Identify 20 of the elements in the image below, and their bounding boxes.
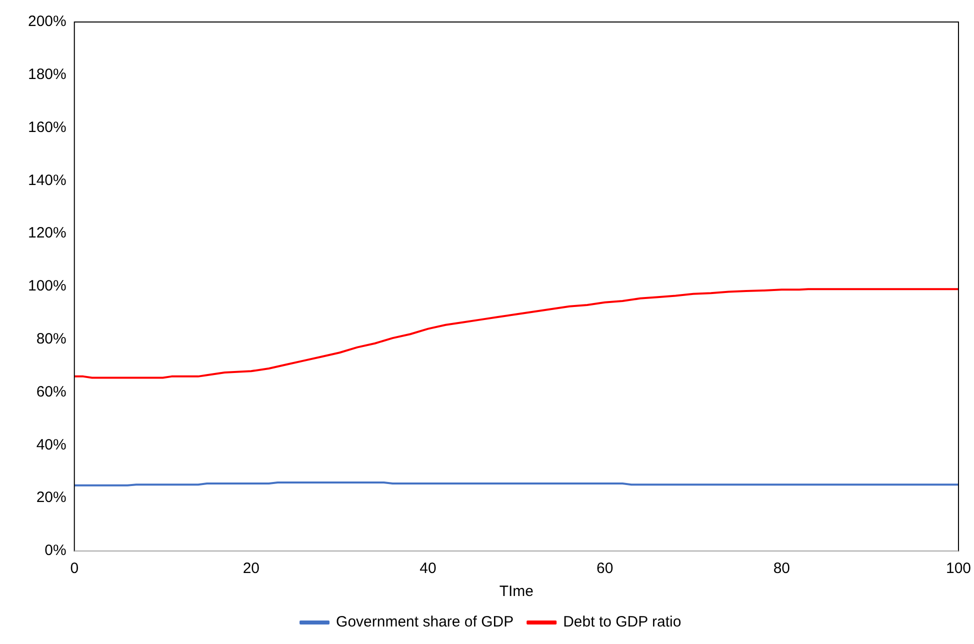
x-tick-label: 0 xyxy=(70,560,79,578)
y-tick-label: 100% xyxy=(28,278,66,295)
y-tick-label: 40% xyxy=(36,436,66,454)
y-tick-label: 140% xyxy=(28,172,66,189)
x-tick-label: 60 xyxy=(596,560,614,578)
y-tick-label: 80% xyxy=(36,330,66,348)
x-tick-label: 20 xyxy=(242,560,260,578)
y-tick-label: 180% xyxy=(28,66,66,84)
legend-label: Debt to GDP ratio xyxy=(563,614,682,631)
x-axis-title: TIme xyxy=(499,583,534,600)
x-tick-label: 100 xyxy=(946,560,971,578)
legend-label: Government share of GDP xyxy=(336,614,514,631)
y-tick-label: 200% xyxy=(28,13,66,30)
y-tick-label: 60% xyxy=(36,383,66,400)
y-tick-label: 20% xyxy=(36,489,66,506)
x-tick-label: 40 xyxy=(420,560,436,578)
x-tick-label: 80 xyxy=(773,560,790,578)
y-tick-label: 160% xyxy=(28,118,66,136)
y-tick-label: 120% xyxy=(28,224,66,242)
y-tick-label: 0% xyxy=(44,542,66,560)
